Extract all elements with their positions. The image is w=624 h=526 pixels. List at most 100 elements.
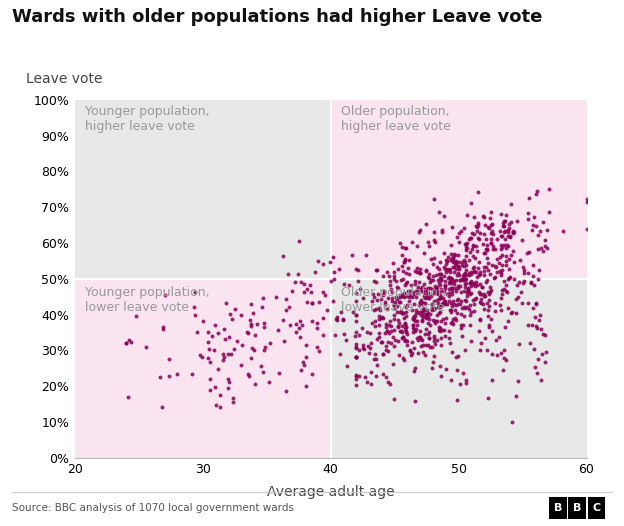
Point: [440, 265, 450, 274]
Point: [441, 260, 451, 268]
Point: [407, 238, 417, 247]
Point: [540, 330, 550, 339]
Point: [449, 250, 459, 258]
Point: [441, 319, 451, 328]
Point: [447, 290, 457, 298]
Point: [471, 242, 481, 250]
Point: [397, 309, 407, 318]
Point: [449, 262, 459, 271]
Point: [247, 343, 257, 352]
Point: [465, 300, 475, 309]
Point: [494, 259, 504, 267]
Point: [384, 321, 394, 330]
Point: [442, 265, 452, 274]
Point: [474, 327, 484, 336]
Point: [379, 300, 389, 309]
Point: [454, 229, 464, 237]
Point: [461, 376, 470, 385]
Point: [437, 226, 447, 235]
Point: [387, 294, 397, 302]
Point: [479, 213, 489, 221]
Point: [432, 317, 442, 325]
Point: [386, 339, 396, 347]
Point: [447, 262, 457, 271]
Point: [158, 325, 168, 333]
Point: [452, 233, 462, 241]
Point: [379, 314, 389, 322]
Point: [480, 333, 490, 342]
Point: [486, 229, 496, 238]
Point: [426, 255, 436, 264]
Point: [462, 244, 472, 252]
Point: [450, 314, 460, 322]
Point: [449, 280, 459, 288]
Point: [393, 323, 403, 331]
Point: [451, 259, 461, 267]
Point: [411, 292, 421, 301]
Point: [347, 250, 357, 259]
Point: [540, 348, 550, 356]
Point: [510, 295, 520, 303]
Point: [399, 314, 409, 322]
Point: [482, 245, 492, 253]
Point: [394, 319, 404, 327]
Point: [353, 277, 363, 285]
Point: [423, 309, 433, 318]
Point: [318, 314, 328, 322]
Point: [389, 326, 399, 334]
Point: [399, 292, 409, 301]
Point: [479, 305, 489, 313]
Point: [190, 288, 200, 296]
Point: [389, 342, 399, 350]
Point: [447, 275, 457, 284]
Point: [295, 317, 305, 325]
Point: [483, 306, 493, 315]
Point: [434, 323, 444, 331]
Point: [434, 279, 444, 287]
Point: [278, 316, 288, 324]
Point: [388, 360, 398, 368]
Point: [351, 353, 361, 361]
Point: [401, 312, 411, 320]
Point: [436, 285, 446, 294]
Point: [439, 249, 449, 257]
Point: [278, 251, 288, 260]
Point: [499, 346, 509, 355]
Point: [461, 251, 471, 260]
Point: [529, 280, 539, 289]
Point: [429, 305, 439, 313]
Point: [500, 217, 510, 225]
Point: [487, 226, 497, 235]
Point: [479, 262, 489, 271]
Point: [499, 285, 509, 293]
Point: [406, 350, 416, 359]
Text: Wards with older populations had higher Leave vote: Wards with older populations had higher …: [12, 8, 543, 26]
Text: Younger population,
higher leave vote: Younger population, higher leave vote: [85, 105, 210, 133]
Point: [455, 276, 465, 285]
Point: [219, 353, 229, 361]
Point: [401, 256, 411, 265]
Point: [413, 349, 423, 358]
Point: [419, 292, 429, 300]
Point: [533, 231, 543, 239]
Point: [420, 294, 430, 302]
Point: [464, 271, 474, 279]
Text: B: B: [553, 502, 562, 513]
Point: [425, 284, 435, 292]
Point: [451, 316, 461, 325]
Point: [351, 343, 361, 352]
Point: [501, 281, 511, 289]
Point: [467, 279, 477, 288]
Point: [307, 317, 317, 325]
Point: [468, 241, 478, 250]
Point: [429, 352, 439, 360]
Point: [409, 312, 419, 320]
Point: [466, 268, 475, 276]
Point: [462, 239, 472, 247]
Point: [444, 266, 454, 274]
Point: [430, 237, 440, 246]
Point: [374, 333, 384, 341]
Point: [466, 282, 476, 291]
Point: [438, 299, 448, 308]
Point: [524, 194, 534, 203]
